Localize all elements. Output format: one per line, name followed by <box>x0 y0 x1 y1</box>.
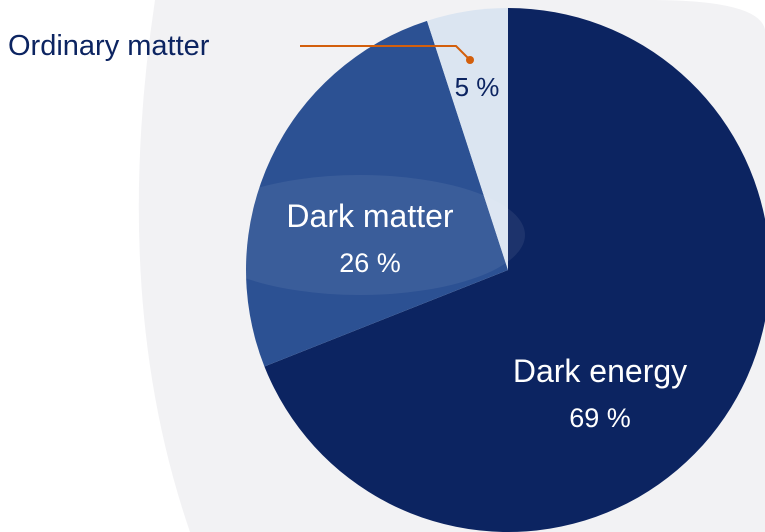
value-label-ordinary-matter: 5 % <box>455 72 500 102</box>
callout-label-ordinary-matter: Ordinary matter <box>8 30 210 62</box>
pie-labels: Dark energy 69 % Dark matter 26 % 5 % <box>286 72 687 433</box>
slice-label-dark-matter: Dark matter <box>286 198 453 234</box>
value-label-dark-matter: 26 % <box>339 248 401 278</box>
callout-leader-line <box>300 45 471 61</box>
callout-ordinary-matter: Ordinary matter <box>8 30 474 64</box>
callout-leader-dot <box>466 56 474 64</box>
pie-slice-dark-matter <box>245 20 508 367</box>
pie-slice-ordinary-matter <box>427 8 508 270</box>
value-label-dark-energy: 69 % <box>569 403 631 433</box>
pie-slices <box>245 8 765 532</box>
watermark-glow <box>195 175 525 295</box>
pie-slice-dark-energy <box>264 8 765 532</box>
slice-label-dark-energy: Dark energy <box>513 353 687 389</box>
